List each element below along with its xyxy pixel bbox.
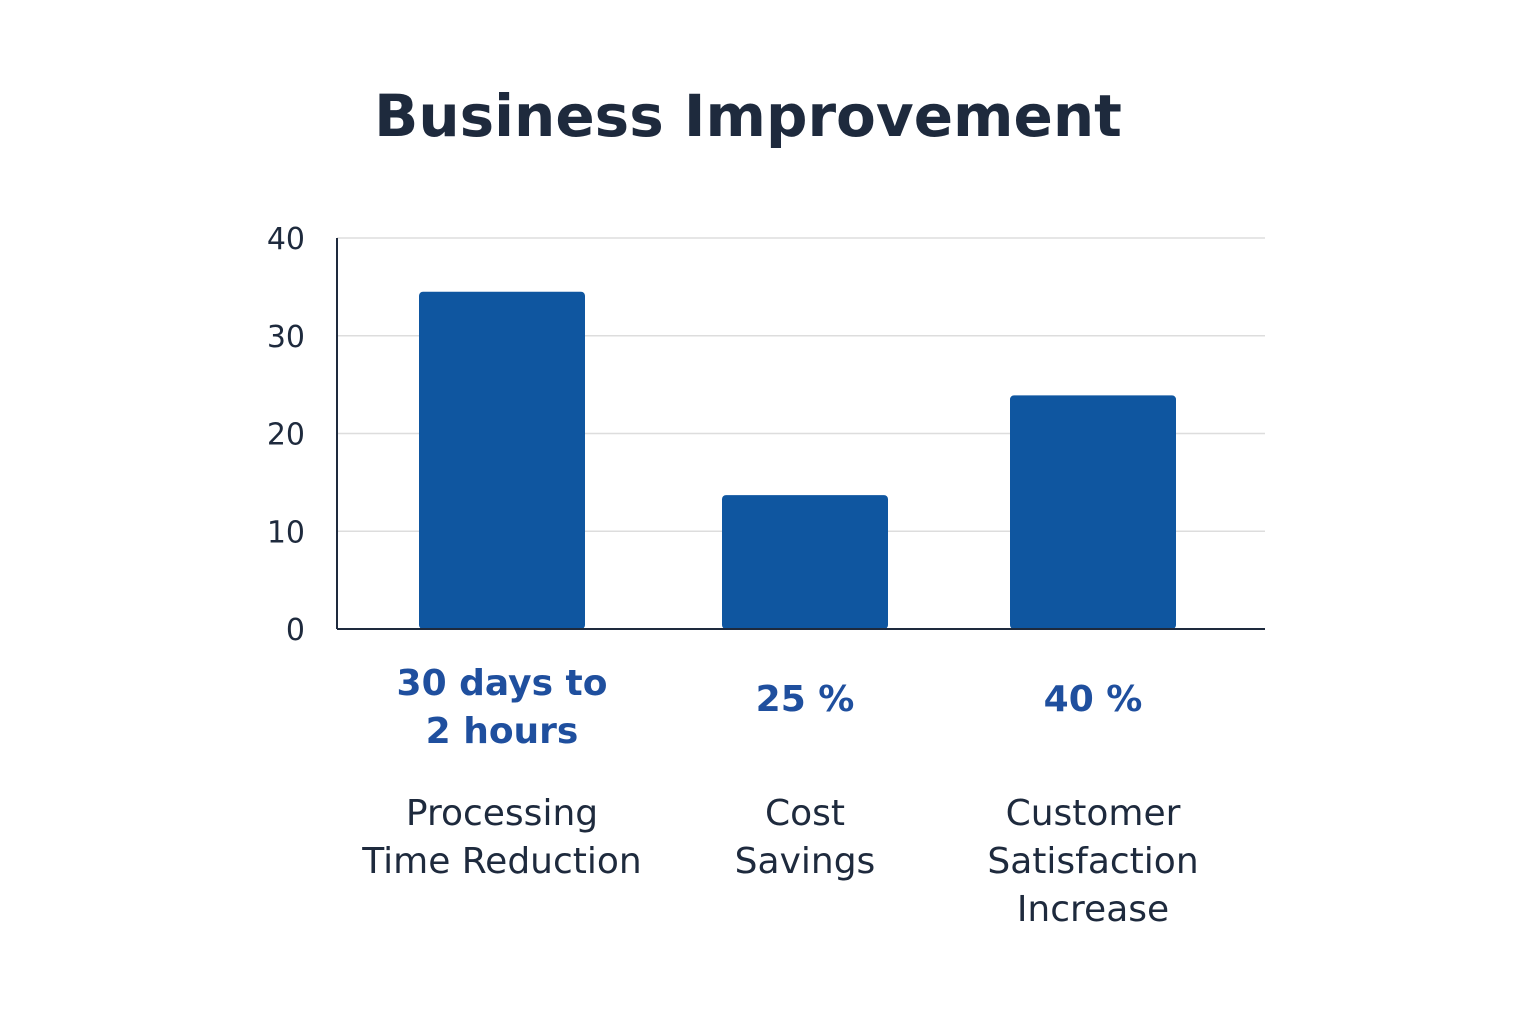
y-tick-label: 20	[267, 418, 305, 453]
chart-title: Business Improvement	[374, 82, 1122, 150]
bar-value-label: 40 %	[1043, 679, 1143, 720]
bar-value-label: 25 %	[755, 679, 855, 720]
x-category-label: Customer Satisfaction Increase	[987, 793, 1199, 930]
bar	[1010, 395, 1176, 629]
bar	[419, 291, 585, 629]
bar-value-label: 30 days to 2 hours	[396, 663, 608, 752]
y-tick-label: 0	[286, 613, 305, 648]
y-tick-label: 10	[267, 515, 305, 550]
y-tick-label: 30	[267, 320, 305, 355]
x-category-label: Cost Savings	[734, 793, 876, 882]
y-tick-label: 40	[267, 222, 305, 257]
bar	[722, 495, 888, 629]
x-category-label: Processing Time Reduction	[362, 793, 642, 882]
